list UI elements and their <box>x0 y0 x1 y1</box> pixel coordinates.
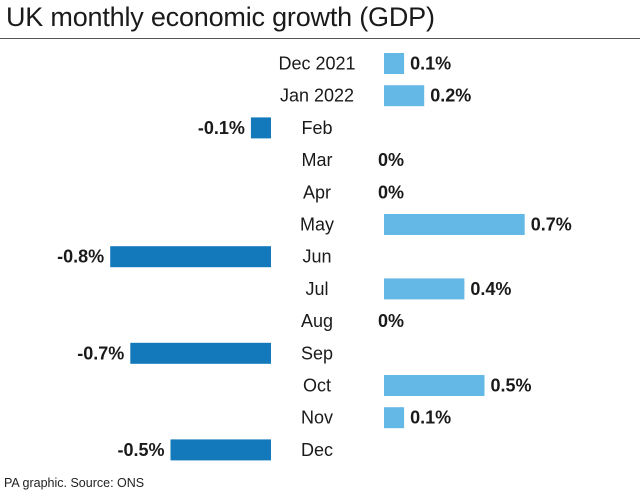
value-label: 0% <box>378 182 404 202</box>
category-label: Aug <box>301 311 333 331</box>
value-label: -0.7% <box>77 343 124 363</box>
value-label: -0.1% <box>198 118 245 138</box>
category-label: Oct <box>303 376 331 396</box>
category-label: Jan 2022 <box>280 86 354 106</box>
category-label: Jul <box>305 279 328 299</box>
category-label: Feb <box>301 118 332 138</box>
bar-negative <box>110 246 271 268</box>
category-label: Nov <box>301 408 333 428</box>
bar-positive <box>384 407 405 429</box>
value-label: 0.1% <box>410 54 451 74</box>
title-divider <box>0 38 640 39</box>
value-label: 0% <box>378 150 404 170</box>
value-label: -0.5% <box>117 440 164 460</box>
category-label: Sep <box>301 343 333 363</box>
value-label: -0.8% <box>57 247 104 267</box>
value-label: 0.4% <box>470 279 511 299</box>
category-label: Apr <box>303 182 331 202</box>
bar-positive <box>384 278 465 300</box>
value-label: 0.7% <box>531 215 572 235</box>
value-label: 0% <box>378 311 404 331</box>
source-note: PA graphic. Source: ONS <box>4 476 145 490</box>
category-label: May <box>300 215 334 235</box>
value-label: 0.1% <box>410 408 451 428</box>
category-label: Mar <box>302 150 333 170</box>
bar-positive <box>384 214 525 235</box>
chart-title: UK monthly economic growth (GDP) <box>6 2 435 32</box>
bar-positive <box>384 53 405 74</box>
category-label: Dec <box>301 440 333 460</box>
bar-positive <box>384 375 485 396</box>
category-label: Dec 2021 <box>278 54 355 74</box>
bar-negative <box>130 342 271 364</box>
bar-positive <box>384 85 425 107</box>
bar-negative <box>250 117 271 139</box>
value-label: 0.2% <box>430 86 471 106</box>
value-label: 0.5% <box>491 376 532 396</box>
bar-negative <box>170 439 271 461</box>
category-label: Jun <box>302 247 331 267</box>
